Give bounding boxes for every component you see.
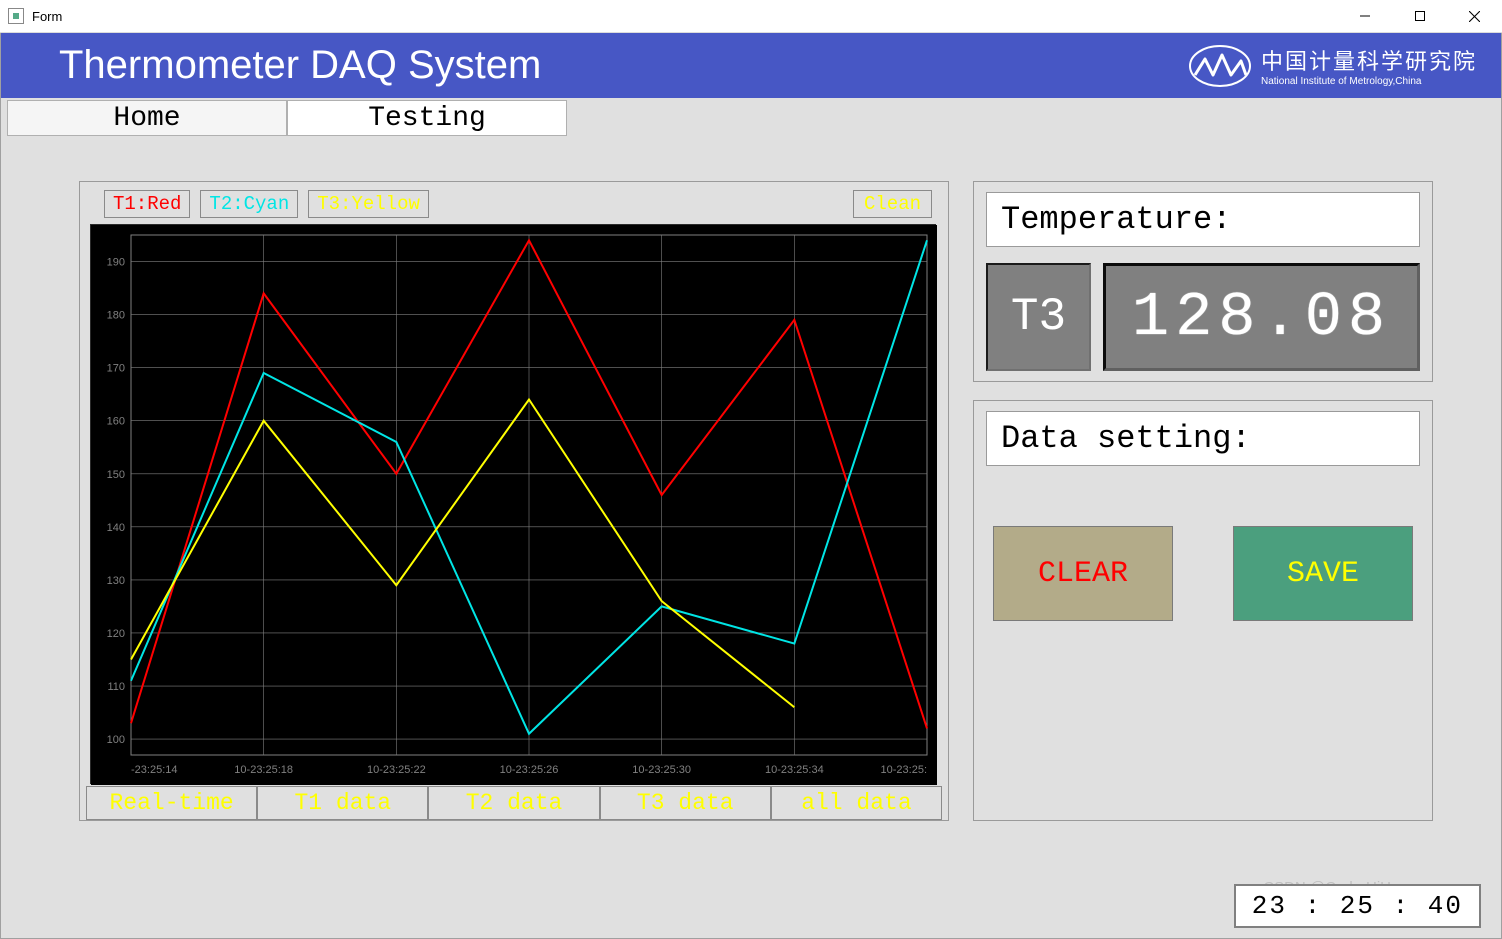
app-icon — [8, 8, 24, 24]
svg-text:10-23:25:34: 10-23:25:34 — [765, 764, 824, 776]
window-controls — [1337, 0, 1502, 32]
svg-text:-23:25:14: -23:25:14 — [131, 764, 177, 776]
legend-row: T1:Red T2:Cyan T3:Yellow Clean — [104, 190, 942, 218]
minimize-button[interactable] — [1337, 0, 1392, 32]
svg-text:150: 150 — [107, 469, 125, 481]
data-setting-heading: Data setting: — [986, 411, 1420, 466]
window-body: Thermometer DAQ System 中国计量科学研究院 Nationa… — [0, 33, 1502, 939]
logo-icon — [1189, 45, 1251, 87]
title-bar: Form — [0, 0, 1502, 33]
save-button[interactable]: SAVE — [1233, 526, 1413, 621]
close-button[interactable] — [1447, 0, 1502, 32]
brand-name-cn: 中国计量科学研究院 — [1261, 44, 1477, 76]
brand-logo: 中国计量科学研究院 National Institute of Metrolog… — [1189, 44, 1477, 87]
svg-text:160: 160 — [107, 416, 125, 428]
svg-text:140: 140 — [107, 522, 125, 534]
banner: Thermometer DAQ System 中国计量科学研究院 Nationa… — [1, 33, 1501, 98]
svg-text:130: 130 — [107, 575, 125, 587]
clean-button[interactable]: Clean — [853, 190, 932, 218]
svg-text:180: 180 — [107, 310, 125, 322]
svg-text:10-23:25:26: 10-23:25:26 — [500, 764, 559, 776]
svg-text:10-23:25:22: 10-23:25:22 — [367, 764, 426, 776]
svg-text:110: 110 — [107, 681, 125, 693]
legend-t3-button[interactable]: T3:Yellow — [308, 190, 429, 218]
svg-text:100: 100 — [107, 734, 125, 746]
data-tab-t2[interactable]: T2 data — [428, 786, 599, 820]
right-column: Temperature: T3 128.08 Data setting: CLE… — [973, 181, 1433, 821]
lcd-value: 128.08 — [1132, 282, 1391, 353]
svg-text:120: 120 — [107, 628, 125, 640]
data-tab-all[interactable]: all data — [771, 786, 942, 820]
data-tab-t1[interactable]: T1 data — [257, 786, 428, 820]
brand-name-en: National Institute of Metrology,China — [1261, 76, 1477, 87]
tab-home[interactable]: Home — [7, 100, 287, 136]
svg-text:190: 190 — [107, 257, 125, 269]
svg-text:170: 170 — [107, 363, 125, 375]
svg-text:10-23:25:30: 10-23:25:30 — [632, 764, 691, 776]
lcd-display: 128.08 — [1103, 263, 1420, 371]
chart-frame: T1:Red T2:Cyan T3:Yellow Clean 100 110 120… — [79, 181, 949, 821]
svg-text:10-23:25:18: 10-23:25:18 — [234, 764, 293, 776]
legend-t1-button[interactable]: T1:Red — [104, 190, 190, 218]
chart-panel: T1:Red T2:Cyan T3:Yellow Clean 100 110 120… — [79, 181, 949, 821]
data-setting-panel: Data setting: CLEAR SAVE — [973, 400, 1433, 821]
channel-indicator: T3 — [986, 263, 1091, 371]
temperature-heading: Temperature: — [986, 192, 1420, 247]
svg-text:10-23:25:: 10-23:25: — [881, 764, 927, 776]
chart-plot[interactable]: 100 110 120 130 140 150 160 170 180 190 -23:25:14 1… — [90, 224, 936, 784]
data-tab-realtime[interactable]: Real-time — [86, 786, 257, 820]
main-tabs: Home Testing — [1, 98, 1501, 136]
window-title: Form — [32, 9, 62, 24]
clock-display: 23 : 25 : 40 — [1234, 884, 1481, 928]
temperature-panel: Temperature: T3 128.08 — [973, 181, 1433, 382]
data-tab-row: Real-time T1 data T2 data T3 data all da… — [86, 786, 942, 820]
data-tab-t3[interactable]: T3 data — [600, 786, 771, 820]
clear-button[interactable]: CLEAR — [993, 526, 1173, 621]
tab-testing[interactable]: Testing — [287, 100, 567, 136]
maximize-button[interactable] — [1392, 0, 1447, 32]
main-content: T1:Red T2:Cyan T3:Yellow Clean 100 110 120… — [1, 136, 1501, 821]
legend-t2-button[interactable]: T2:Cyan — [200, 190, 298, 218]
app-title: Thermometer DAQ System — [59, 43, 541, 88]
